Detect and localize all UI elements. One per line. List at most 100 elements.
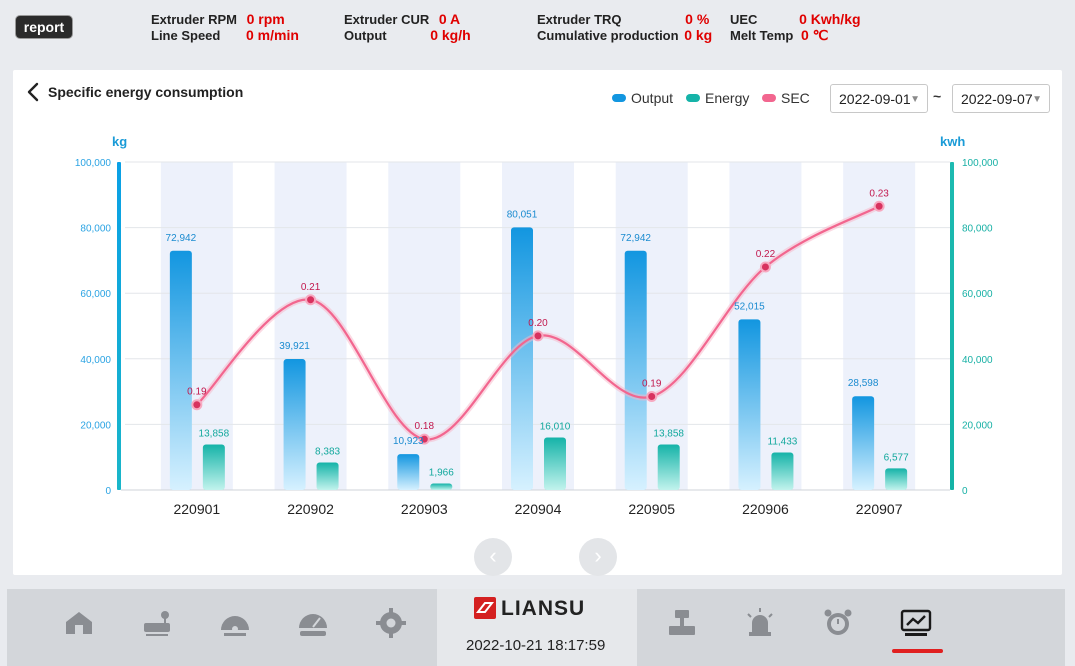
- energy-data-label: 6,577: [884, 452, 909, 463]
- brand-panel: [437, 589, 637, 666]
- stat-melt-temp: Melt Temp 0 ℃: [730, 27, 829, 43]
- stat-extruder-rpm: Extruder RPM 0 rpm: [151, 11, 285, 27]
- stat-cumulative-production: Cumulative production 0 kg: [537, 27, 713, 43]
- next-page-button[interactable]: ›: [579, 538, 617, 576]
- y-left-tick-label: 60,000: [80, 289, 111, 300]
- sec-data-label: 0.20: [528, 318, 548, 329]
- date-from-select[interactable]: 2022-09-01 ▼: [830, 84, 928, 113]
- stat-extruder-cur: Extruder CUR 0 A: [344, 11, 461, 27]
- energy-data-label: 13,858: [199, 429, 230, 440]
- alarm-clock-icon[interactable]: [821, 606, 855, 640]
- sec-data-label: 0.22: [756, 249, 776, 260]
- prev-page-button[interactable]: ‹: [474, 538, 512, 576]
- output-data-label: 39,921: [279, 341, 310, 352]
- trend-chart-icon[interactable]: [899, 606, 933, 640]
- output-bar: [624, 250, 647, 490]
- x-tick-label: 220902: [287, 501, 334, 517]
- energy-bar: [885, 468, 908, 490]
- y-right-tick-label: 40,000: [962, 355, 993, 366]
- chevron-left-icon[interactable]: [26, 82, 40, 102]
- y-left-tick-label: 100,000: [75, 158, 112, 169]
- y-left-unit: kg: [112, 134, 128, 149]
- energy-bar: [657, 444, 680, 490]
- energy-data-label: 11,433: [768, 436, 798, 447]
- output-bar: [169, 250, 192, 490]
- x-tick-label: 220901: [173, 501, 220, 517]
- x-tick-label: 220907: [856, 501, 903, 517]
- y-left-tick-label: 40,000: [80, 355, 111, 366]
- y-right-tick-label: 0: [962, 486, 968, 497]
- sec-data-label: 0.21: [301, 282, 321, 293]
- y-right-axis: [950, 162, 954, 490]
- output-bar: [738, 319, 761, 490]
- logo-mark-icon: [474, 597, 496, 619]
- y-right-tick-label: 100,000: [962, 158, 999, 169]
- output-data-label: 52,015: [734, 301, 765, 312]
- stat-extruder-trq: Extruder TRQ 0 %: [537, 11, 710, 27]
- stat-output: Output 0 kg/h: [344, 27, 471, 43]
- energy-data-label: 1,966: [429, 468, 454, 479]
- gear-icon[interactable]: [374, 606, 408, 640]
- legend-sec-swatch: [762, 94, 776, 103]
- stat-line-speed: Line Speed 0 m/min: [151, 27, 299, 43]
- sec-data-label: 0.19: [187, 387, 207, 398]
- y-right-unit: kwh: [940, 134, 966, 149]
- caret-down-icon: ▼: [910, 94, 920, 105]
- energy-data-label: 13,858: [653, 429, 684, 440]
- gauge-icon[interactable]: [218, 606, 252, 640]
- scale-icon[interactable]: [665, 606, 699, 640]
- sec-point: [418, 433, 430, 445]
- stat-uec: UEC 0 Kwh/kg: [730, 11, 861, 27]
- x-tick-label: 220906: [742, 501, 789, 517]
- output-bar: [397, 454, 420, 490]
- page-title: Specific energy consumption: [48, 84, 244, 100]
- y-right-tick-label: 60,000: [962, 289, 993, 300]
- x-tick-label: 220905: [628, 501, 675, 517]
- beacon-icon[interactable]: [743, 606, 777, 640]
- home-icon[interactable]: [62, 606, 96, 640]
- sec-point: [646, 391, 658, 403]
- date-separator: ~: [933, 88, 942, 104]
- output-data-label: 72,942: [166, 233, 197, 244]
- datetime-display: 2022-10-21 18:17:59: [466, 637, 606, 654]
- status-header: report Extruder RPM 0 rpm Line Speed 0 m…: [0, 0, 1075, 58]
- energy-bar: [316, 462, 339, 490]
- sec-point: [532, 330, 544, 342]
- energy-bar: [430, 483, 453, 490]
- y-right-tick-label: 80,000: [962, 224, 993, 235]
- output-bar: [852, 396, 875, 490]
- output-data-label: 72,942: [620, 233, 651, 244]
- sec-data-label: 0.23: [869, 188, 889, 199]
- date-to-select[interactable]: 2022-09-07 ▼: [952, 84, 1050, 113]
- extruder-icon[interactable]: [140, 606, 174, 640]
- caret-down-icon: ▼: [1032, 94, 1042, 105]
- energy-bar: [771, 452, 794, 490]
- y-left-tick-label: 20,000: [80, 420, 111, 431]
- sec-point: [191, 399, 203, 411]
- energy-data-label: 16,010: [540, 421, 571, 432]
- output-data-label: 10,923: [393, 436, 424, 447]
- legend-energy[interactable]: Energy: [686, 90, 749, 106]
- legend-energy-swatch: [686, 94, 700, 103]
- energy-data-label: 8,383: [315, 447, 340, 458]
- sec-data-label: 0.18: [415, 421, 435, 432]
- legend-output-swatch: [612, 94, 626, 103]
- y-right-tick-label: 20,000: [962, 420, 993, 431]
- output-bar: [511, 227, 533, 490]
- sec-point: [305, 294, 317, 306]
- tachometer-icon[interactable]: [296, 606, 330, 640]
- output-data-label: 80,051: [507, 209, 538, 220]
- x-tick-label: 220903: [401, 501, 448, 517]
- legend-output[interactable]: Output: [612, 90, 673, 106]
- y-left-tick-label: 0: [105, 486, 111, 497]
- sec-point: [873, 200, 885, 212]
- energy-bar: [544, 437, 566, 490]
- report-button[interactable]: report: [15, 15, 73, 39]
- output-bar: [283, 359, 306, 490]
- legend-sec[interactable]: SEC: [762, 90, 810, 106]
- sec-data-label: 0.19: [642, 379, 662, 390]
- y-left-tick-label: 80,000: [80, 224, 111, 235]
- sec-point: [759, 261, 771, 273]
- y-left-axis: [117, 162, 121, 490]
